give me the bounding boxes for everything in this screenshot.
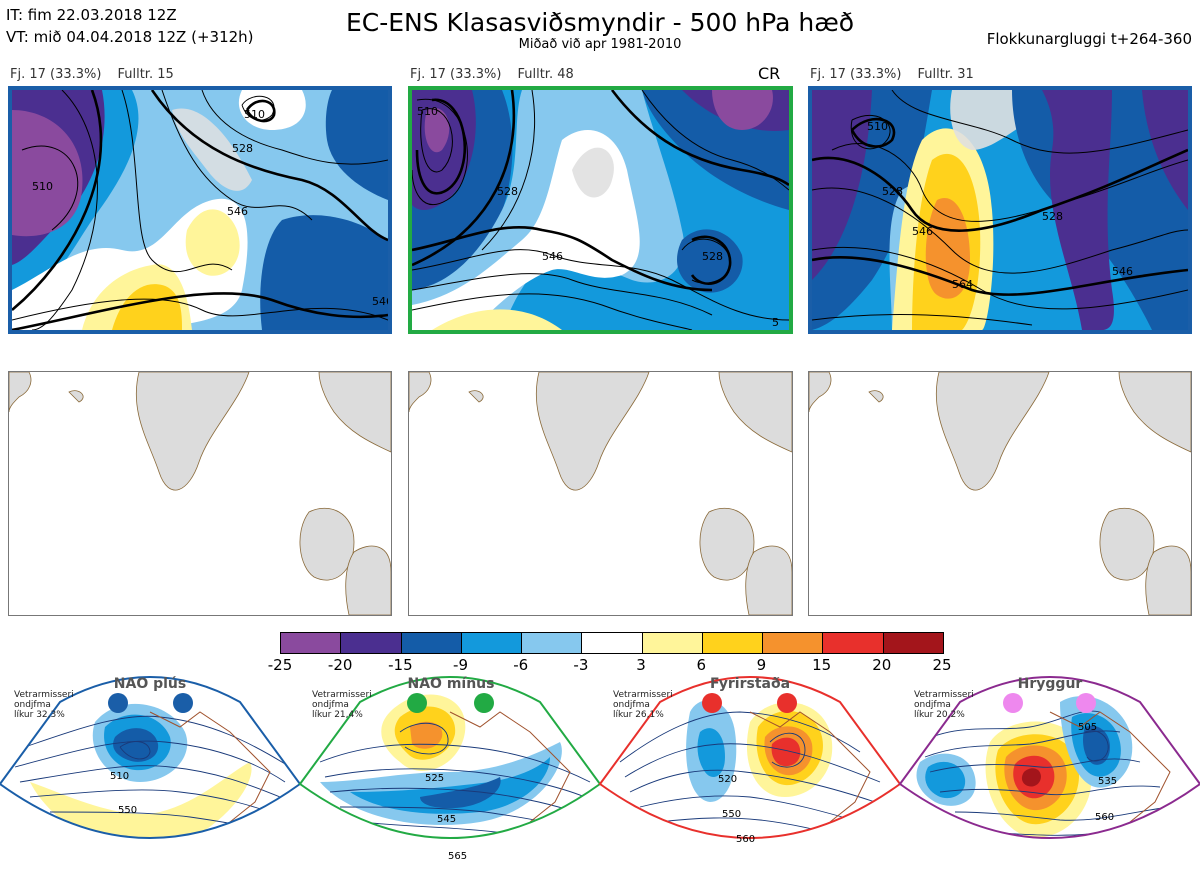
- panel-1-contour-label-3: 546: [227, 205, 248, 218]
- panel-3-contour-label-5: 546: [1112, 265, 1133, 278]
- panel-3-contour-label-3: 546: [912, 225, 933, 238]
- page-subtitle: Miðað við apr 1981-2010: [518, 37, 682, 52]
- regime-row: 510 550 525 545 565 520 550 560 505 535 …: [0, 672, 1200, 871]
- regime-map-nao-minus: [300, 677, 600, 838]
- panel-1-representative: Fulltr. 15: [117, 67, 174, 82]
- panel-3-frequency: Fj. 17 (33.3%): [810, 67, 902, 82]
- colorbar-tick-label: -20: [327, 656, 353, 674]
- land-map-3[interactable]: [808, 371, 1192, 616]
- colorbar-swatch: [521, 633, 582, 653]
- panel-3-contour-label-4: 528: [1042, 210, 1063, 223]
- regime-note-ridge: Vetrarmisseri ondjfma líkur 20,2%: [914, 690, 974, 720]
- ridge-contour-label-3: 560: [1095, 812, 1114, 823]
- panel-1-label: Fj. 17 (33.3%) Fulltr. 15: [10, 67, 174, 82]
- colorbar-swatch: [701, 633, 763, 653]
- regime-title-nao-plus: NAO plús: [113, 676, 187, 692]
- valid-time: VT: mið 04.04.2018 12Z (+312h): [6, 28, 254, 46]
- panel-2-contour-label-1: 510: [417, 105, 438, 118]
- panel-3-representative: Fulltr. 31: [917, 67, 974, 82]
- colorbar-tick-label: 3: [636, 656, 646, 674]
- nao-plus-marker-dot: [108, 693, 128, 713]
- blocking-marker-dot: [777, 693, 797, 713]
- panel-2-representative: Fulltr. 48: [517, 67, 574, 82]
- colorbar-swatch: [581, 633, 642, 653]
- ridge-contour-label-2: 535: [1098, 776, 1117, 787]
- colorbar-swatch: [340, 633, 401, 653]
- panel-1-contour-label-4: 546: [372, 295, 388, 308]
- nao-minus-marker-dot: [407, 693, 427, 713]
- panel-3-label: Fj. 17 (33.3%) Fulltr. 31: [810, 67, 974, 82]
- colorbar-swatch: [822, 633, 883, 653]
- regime-title-nao-minus: NAO mínus: [407, 676, 495, 692]
- regime-title-ridge: Hryggur: [1017, 676, 1083, 692]
- panel-2-contour-label-4: 528: [702, 250, 723, 263]
- panel-2-tag: CR: [758, 64, 781, 83]
- colorbar-tick-label: 9: [756, 656, 767, 674]
- panel-2-contour-label-2: 528: [497, 185, 518, 198]
- colorbar-tick-label: 15: [812, 656, 832, 674]
- colorbar-tick-label: -15: [388, 656, 413, 674]
- panel-3-contour-label-6: 564: [952, 278, 973, 291]
- colorbar-swatch: [762, 633, 823, 653]
- regime-note-blocking: Vetrarmisseri ondjfma líkur 26,1%: [613, 690, 673, 720]
- blocking-contour-label-1: 520: [718, 774, 737, 785]
- regime-note-nao-minus: Vetrarmisseri ondjfma líkur 21,4%: [312, 690, 372, 720]
- panel-2-contour-label-5: 5: [772, 316, 779, 329]
- nao-plus-contour-label-2: 550: [118, 805, 137, 816]
- land-map-2[interactable]: [408, 371, 793, 616]
- colorbar-tick-label: -9: [453, 656, 469, 674]
- panel-1-contour-label-1: 510: [32, 180, 53, 193]
- nao-minus-contour-label-1: 525: [425, 773, 444, 784]
- colorbar-swatch: [281, 633, 341, 653]
- blocking-contour-label-3: 560: [736, 834, 755, 845]
- ridge-contour-label-1: 505: [1078, 722, 1097, 733]
- cluster-map-3[interactable]: 510 528 546 528 546 564: [808, 86, 1192, 334]
- cluster-map-2[interactable]: 510 528 546 528 5: [408, 86, 793, 334]
- initial-time: IT: fim 22.03.2018 12Z: [6, 6, 177, 24]
- nao-minus-contour-label-2: 545: [437, 814, 456, 825]
- colorbar-swatch: [882, 633, 943, 653]
- land-map-1[interactable]: [8, 371, 392, 616]
- classification-window: Flokkunargluggi t+264-360: [986, 30, 1192, 48]
- colorbar-tick-label: 25: [932, 656, 952, 674]
- colorbar-tick-label: 20: [872, 656, 892, 674]
- panel-1-frequency: Fj. 17 (33.3%): [10, 67, 102, 82]
- colorbar-tick-label: 6: [696, 656, 707, 674]
- cluster-map-1[interactable]: 510 528 546 546 510: [8, 86, 392, 334]
- blocking-marker-dot: [702, 693, 722, 713]
- panel-3-contour-label-1: 510: [867, 120, 888, 133]
- nao-plus-contour-label-1: 510: [110, 771, 129, 782]
- header-info: IT: fim 22.03.2018 12Z VT: mið 04.04.201…: [6, 4, 254, 48]
- colorbar-tick-label: -3: [573, 656, 589, 674]
- nao-minus-marker-dot: [474, 693, 494, 713]
- page-title: EC-ENS Klasasviðsmyndir - 500 hPa hæð: [345, 8, 855, 37]
- ridge-marker-dot: [1003, 693, 1023, 713]
- panel-2-frequency: Fj. 17 (33.3%): [410, 67, 502, 82]
- panel-2-label: Fj. 17 (33.3%) Fulltr. 48: [410, 67, 574, 82]
- regime-note-nao-plus: Vetrarmisseri ondjfma líkur 32,3%: [14, 690, 74, 720]
- panel-3-contour-label-2: 528: [882, 185, 903, 198]
- panel-1-contour-label-2: 528: [232, 142, 253, 155]
- anomaly-colorbar: [280, 632, 944, 654]
- colorbar-swatch: [641, 633, 702, 653]
- colorbar-swatch: [400, 633, 461, 653]
- colorbar-tick-label: -6: [513, 656, 529, 674]
- ridge-marker-dot: [1076, 693, 1096, 713]
- blocking-contour-label-2: 550: [722, 809, 741, 820]
- colorbar-tick-label: -25: [267, 656, 293, 674]
- nao-minus-contour-label-3: 565: [448, 851, 467, 862]
- nao-plus-marker-dot: [173, 693, 193, 713]
- panel-1-contour-label-5: 510: [244, 108, 265, 121]
- regime-title-blocking: Fyrirstaða: [709, 676, 791, 692]
- colorbar-swatch: [460, 633, 522, 653]
- panel-2-contour-label-3: 546: [542, 250, 563, 263]
